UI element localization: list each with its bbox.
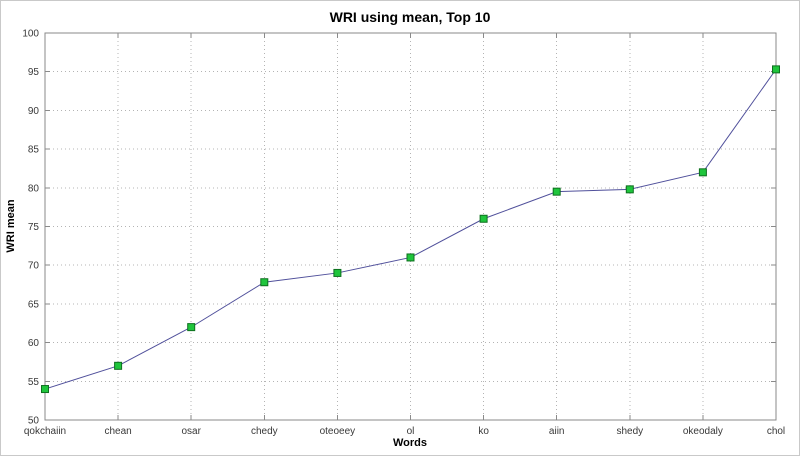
tick-marks — [44, 32, 777, 421]
data-point-marker — [406, 253, 415, 262]
data-point-marker — [187, 323, 196, 332]
y-tick-label: 70 — [28, 261, 40, 272]
x-tick-label: osar — [181, 426, 201, 437]
y-tick-label: 60 — [28, 338, 40, 349]
data-point-marker — [625, 185, 634, 194]
x-tick-label: chean — [104, 426, 131, 437]
x-axis-tick-labels: qokchaiin chean osar chedy oteoeey ol ko aiin sh… — [24, 426, 785, 437]
y-tick-label: 50 — [28, 416, 40, 427]
x-axis-label: Words — [393, 437, 427, 449]
x-tick-label: ko — [478, 426, 489, 437]
x-tick-label: oteoeey — [320, 426, 356, 437]
data-point-marker — [479, 214, 488, 223]
x-tick-label: chol — [767, 426, 785, 437]
y-tick-label: 75 — [28, 222, 40, 233]
chart-title: WRI using mean, Top 10 — [330, 9, 491, 25]
data-point-marker — [260, 278, 269, 287]
data-point-marker — [698, 168, 707, 177]
x-tick-label: ol — [407, 426, 415, 437]
y-tick-label: 95 — [28, 67, 40, 78]
data-point-marker — [552, 187, 561, 196]
data-point-marker — [114, 361, 123, 370]
x-tick-label: okeodaly — [683, 426, 723, 437]
y-tick-label: 80 — [28, 183, 40, 194]
y-tick-label: 85 — [28, 145, 40, 156]
x-tick-label: chedy — [251, 426, 278, 437]
data-point-marker — [333, 268, 342, 277]
grid-layer — [45, 33, 776, 420]
y-tick-label: 100 — [22, 29, 39, 40]
y-tick-label: 65 — [28, 299, 40, 310]
series-wri-mean — [41, 65, 780, 394]
data-point-marker — [41, 385, 49, 394]
x-tick-label: qokchaiin — [24, 426, 66, 437]
data-point-marker — [772, 65, 780, 74]
y-tick-label: 90 — [28, 106, 40, 117]
y-tick-label: 55 — [28, 377, 40, 388]
x-tick-label: shedy — [616, 426, 643, 437]
y-axis-tick-labels: 50 55 60 65 70 75 80 85 90 95 100 — [22, 29, 39, 427]
y-axis-label: WRI mean — [5, 199, 17, 252]
x-tick-label: aiin — [549, 426, 565, 437]
